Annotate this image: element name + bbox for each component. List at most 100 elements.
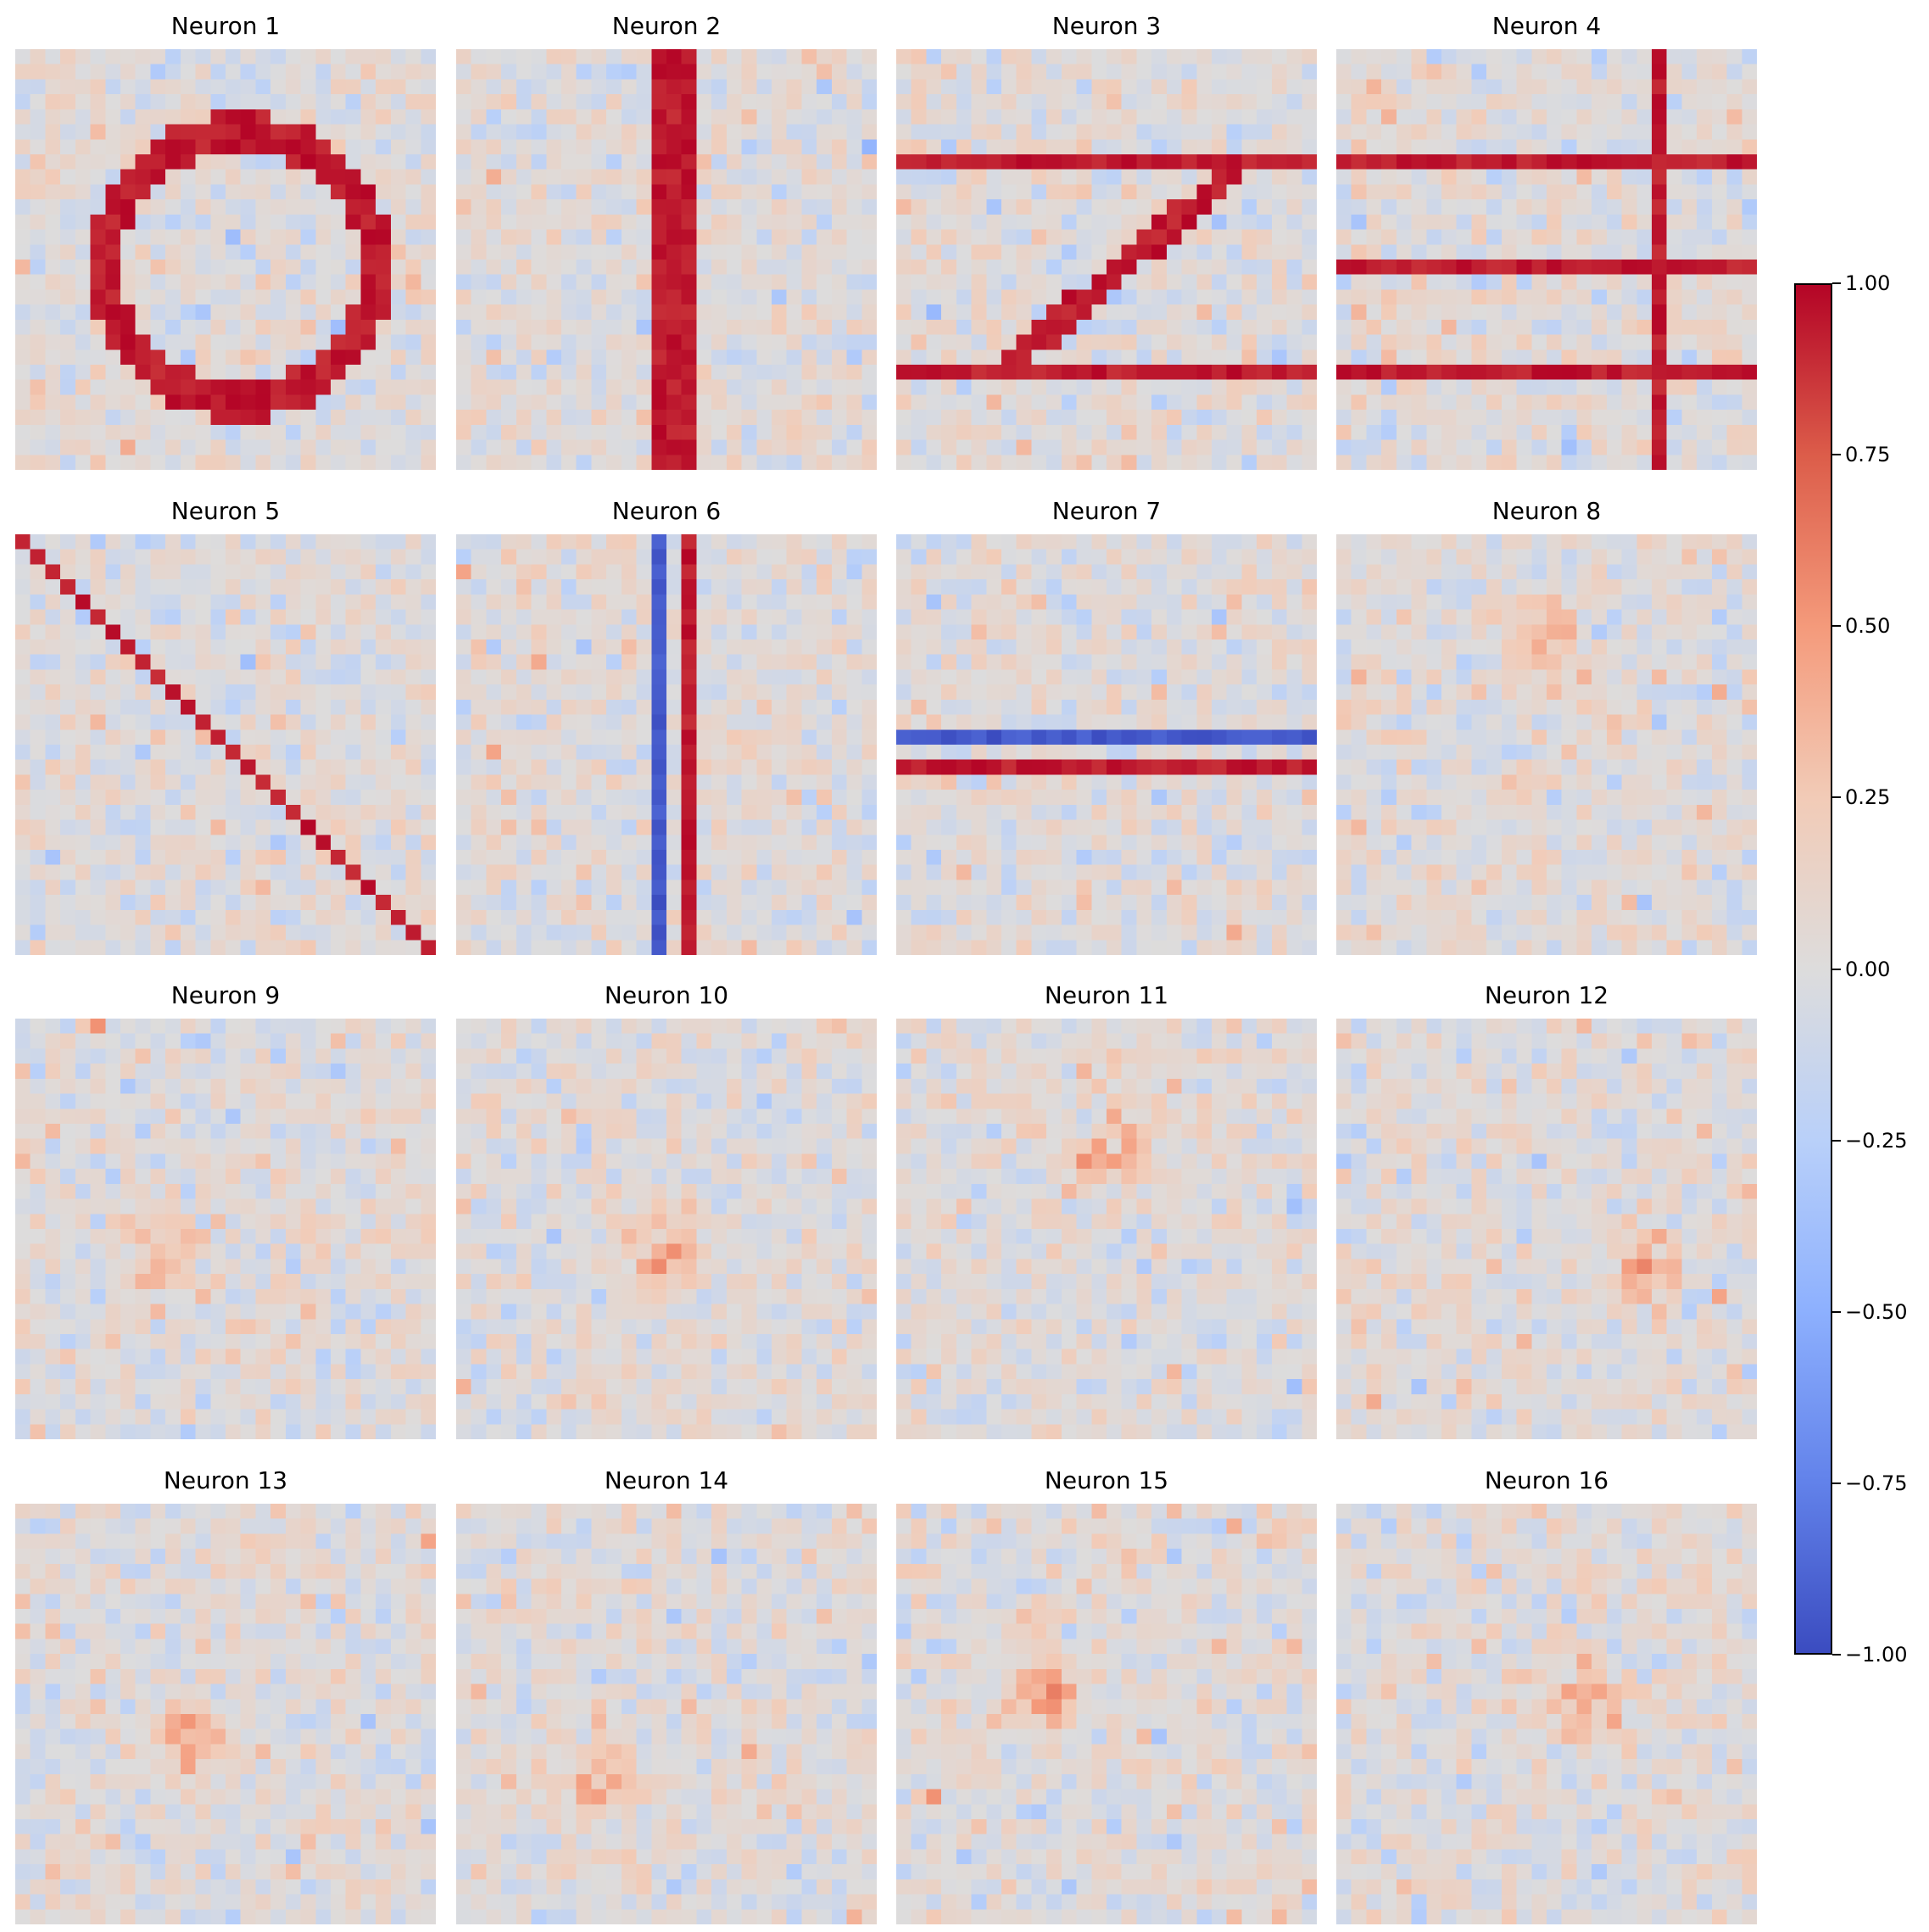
heatmap-cell	[1257, 229, 1273, 245]
heatmap-cell	[315, 214, 332, 231]
heatmap-cell	[60, 365, 76, 381]
heatmap-cell	[636, 199, 652, 215]
heatmap-cell	[772, 924, 788, 941]
heatmap-cell	[1166, 79, 1183, 95]
heatmap-cell	[255, 790, 271, 806]
heatmap-cell	[756, 745, 772, 761]
heatmap-cell	[741, 864, 757, 880]
heatmap-cell	[285, 410, 302, 426]
heatmap-cell	[1151, 94, 1168, 110]
heatmap-cell	[846, 124, 862, 140]
heatmap-cell	[135, 729, 151, 745]
heatmap-cell	[120, 64, 137, 80]
heatmap-cell	[1001, 319, 1017, 336]
heatmap-cell	[1697, 349, 1713, 366]
heatmap-cell	[1652, 184, 1668, 200]
heatmap-cell	[1151, 304, 1168, 321]
heatmap-cell	[105, 729, 121, 745]
heatmap-cell	[986, 654, 1002, 670]
heatmap-cell	[1636, 139, 1653, 155]
heatmap-cell	[1381, 94, 1397, 110]
heatmap-cell	[135, 714, 151, 730]
heatmap-cell	[861, 349, 877, 366]
heatmap-cell	[1636, 154, 1653, 170]
heatmap-cell	[1426, 64, 1442, 80]
heatmap-cell	[531, 94, 547, 110]
heatmap-cell	[971, 609, 987, 625]
heatmap-cell	[1697, 260, 1713, 276]
heatmap-cell	[1561, 349, 1577, 366]
heatmap-cell	[1196, 654, 1213, 670]
heatmap-cell	[1726, 410, 1742, 426]
heatmap-cell	[30, 729, 46, 745]
heatmap-cell	[405, 365, 421, 381]
heatmap-cell	[941, 79, 957, 95]
heatmap-cell	[210, 759, 226, 775]
heatmap-cell	[75, 64, 92, 80]
heatmap-cell	[255, 835, 271, 851]
heatmap-cell	[831, 349, 848, 366]
heatmap-cell	[1531, 229, 1547, 245]
heatmap-cell	[165, 319, 181, 336]
heatmap-cell	[756, 109, 772, 126]
heatmap-cell	[60, 49, 76, 65]
heatmap-cell	[1302, 439, 1317, 455]
heatmap-cell	[90, 244, 106, 260]
heatmap-cell	[1456, 199, 1472, 215]
heatmap-cell	[315, 244, 332, 260]
heatmap-cell	[421, 260, 436, 276]
heatmap-cell	[180, 835, 197, 851]
heatmap-cell	[456, 835, 472, 851]
heatmap-cell	[741, 699, 757, 716]
heatmap-cell	[405, 835, 421, 851]
heatmap-cell	[30, 835, 46, 851]
heatmap-cell	[501, 394, 517, 410]
heatmap-cell	[75, 864, 92, 880]
heatmap-cell	[726, 139, 743, 155]
heatmap-cell	[331, 349, 347, 366]
heatmap-cell	[1592, 64, 1608, 80]
heatmap-cell	[1016, 624, 1032, 640]
heatmap-cell	[1697, 64, 1713, 80]
heatmap-cell	[240, 365, 256, 381]
heatmap-cell	[531, 365, 547, 381]
heatmap-cell	[1212, 154, 1228, 170]
heatmap-cell	[696, 714, 712, 730]
heatmap-cell	[986, 639, 1002, 656]
heatmap-cell	[75, 850, 92, 866]
heatmap-cell	[861, 214, 877, 231]
heatmap-cell	[817, 79, 833, 95]
heatmap-cell	[1136, 410, 1152, 426]
heatmap-cell	[421, 349, 436, 366]
heatmap-cell	[285, 124, 302, 140]
heatmap-cell	[726, 365, 743, 381]
heatmap-cell	[756, 274, 772, 290]
heatmap-cell	[741, 835, 757, 851]
heatmap-cell	[711, 879, 728, 896]
heatmap-cell	[1212, 639, 1228, 656]
heatmap-cell	[941, 439, 957, 455]
heatmap-cell	[456, 244, 472, 260]
heatmap-cell	[971, 624, 987, 640]
heatmap-cell	[486, 379, 502, 395]
heatmap-cell	[150, 124, 166, 140]
heatmap-cell	[501, 745, 517, 761]
heatmap-cell	[1286, 424, 1302, 441]
heatmap-cell	[376, 379, 392, 395]
heatmap-cell	[1061, 274, 1078, 290]
heatmap-cell	[1471, 139, 1487, 155]
heatmap-cell	[471, 774, 487, 790]
heatmap-cell	[471, 365, 487, 381]
heatmap-cell	[741, 439, 757, 455]
heatmap-cell	[1107, 154, 1123, 170]
heatmap-cell	[331, 334, 347, 350]
heatmap-cell	[817, 714, 833, 730]
heatmap-cell	[696, 940, 712, 955]
heatmap-cell	[405, 895, 421, 911]
heatmap-cell	[240, 289, 256, 305]
heatmap-cell	[240, 624, 256, 640]
heatmap-cell	[546, 199, 562, 215]
heatmap-cell	[45, 109, 61, 126]
heatmap-cell	[1592, 154, 1608, 170]
heatmap-cell	[861, 199, 877, 215]
